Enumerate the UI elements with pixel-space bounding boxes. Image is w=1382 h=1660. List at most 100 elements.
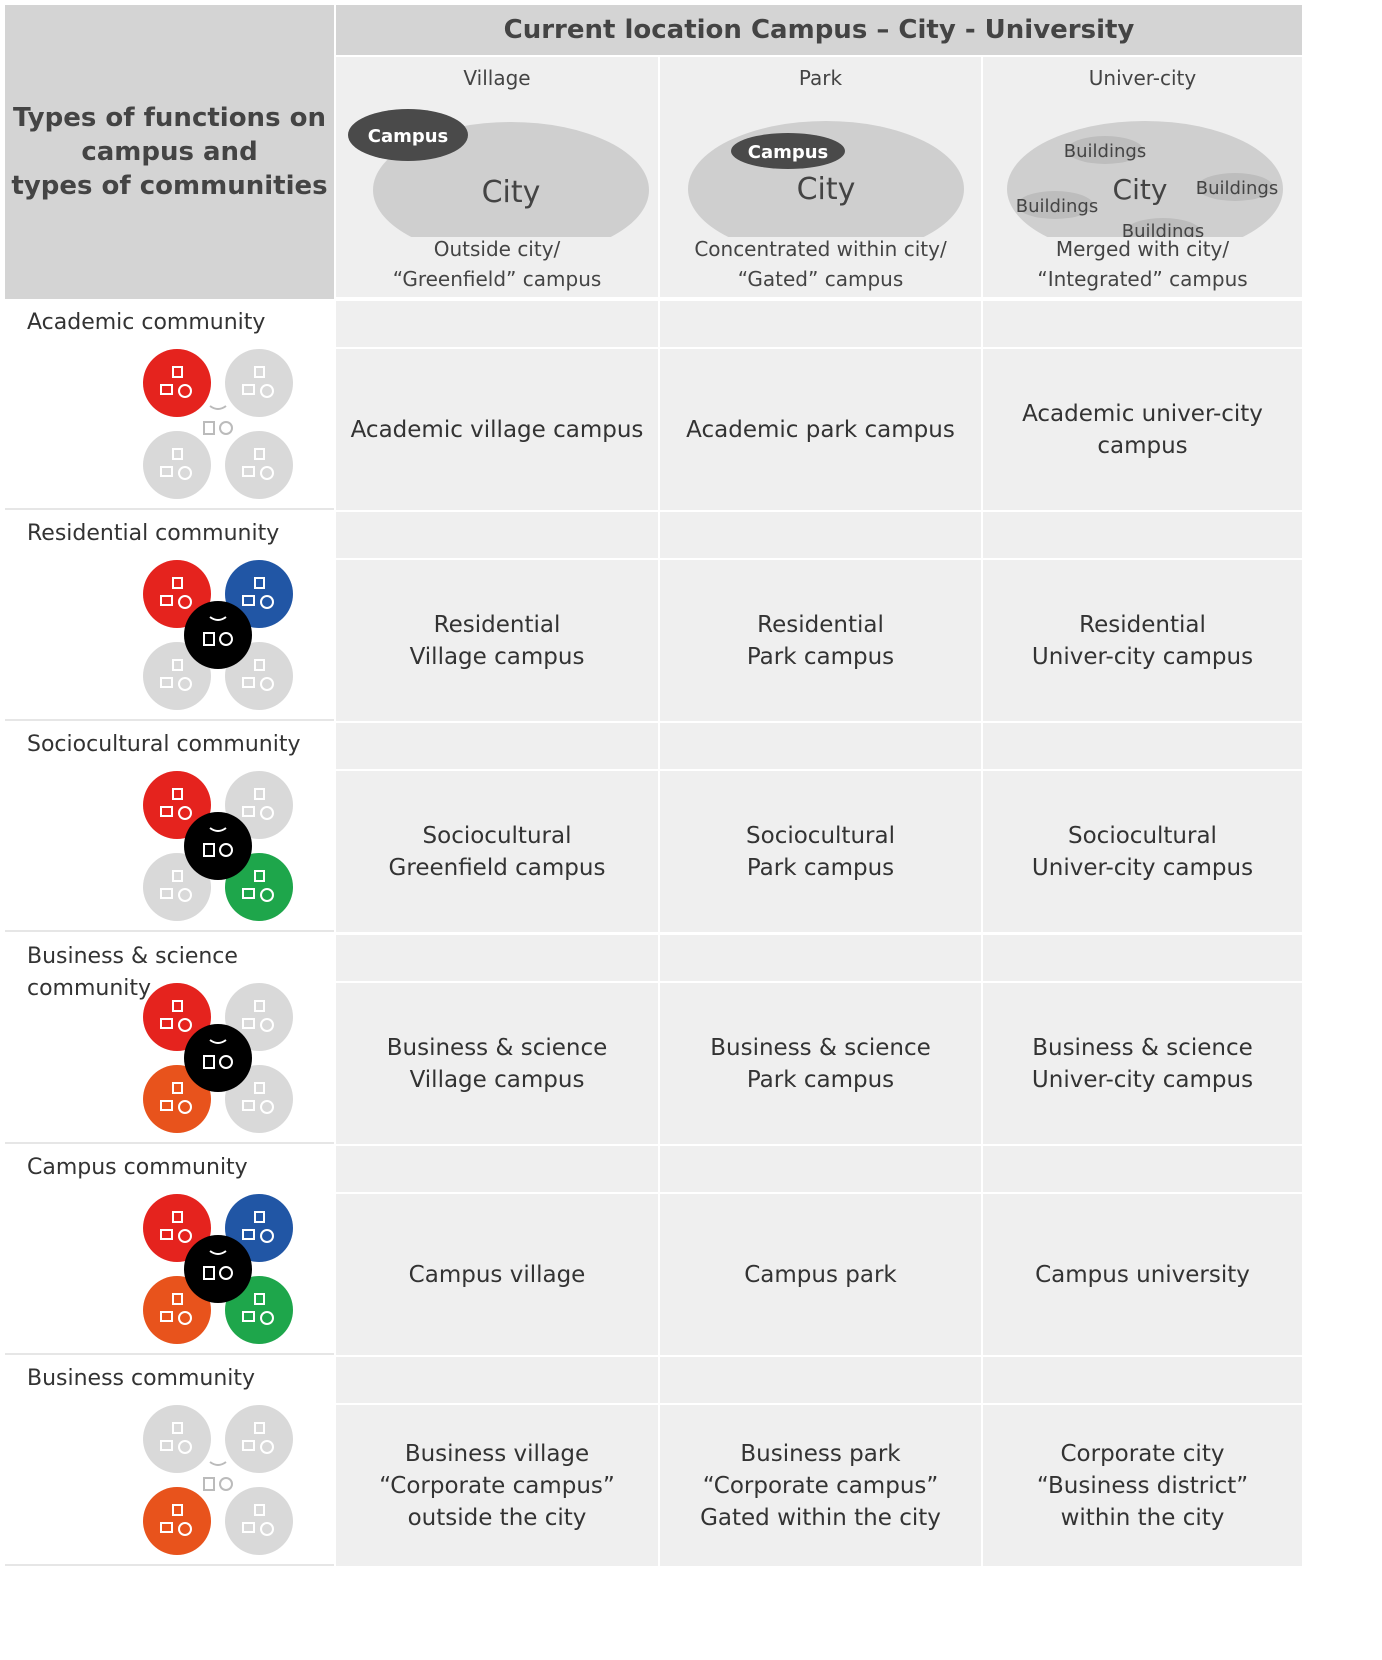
work-icon xyxy=(160,659,192,691)
transport-icon xyxy=(203,405,233,435)
work-function-circle xyxy=(143,431,211,499)
education-function-circle xyxy=(143,349,211,417)
buildings-label: Buildings xyxy=(1064,141,1146,162)
location-diagram: City Campus xyxy=(348,109,649,237)
cell-header-strip xyxy=(336,512,658,558)
transport-icon xyxy=(203,1461,233,1491)
campus-type-cell: Academic park campus xyxy=(660,349,981,510)
cell-header-strip xyxy=(983,1357,1302,1403)
transport-function-circle xyxy=(184,812,252,880)
campus-type-cell: Campus village xyxy=(336,1194,658,1355)
cell-header-strip xyxy=(336,301,658,347)
transport-icon xyxy=(203,616,233,646)
transport-icon xyxy=(203,827,233,857)
campus-type-cell: Academic univer-city campus xyxy=(983,349,1302,510)
campus-type-cell: Business village “Corporate campus” outs… xyxy=(336,1405,658,1566)
community-row-label-cell: Business community xyxy=(5,1357,334,1566)
location-diagram: City Buildings Buildings Buildings Buildings xyxy=(1007,121,1283,237)
community-row-label-cell: Sociocultural community xyxy=(5,723,334,932)
column-name: Univer-city xyxy=(1088,66,1197,90)
campus-type-cell: Business & science Park campus xyxy=(660,983,981,1144)
community-label: Campus community xyxy=(27,1155,248,1180)
column-header-1: Village Outside city/ “Greenfield” campus… xyxy=(336,57,658,297)
community-label: Residential community xyxy=(27,521,280,546)
cell-header-strip xyxy=(983,1146,1302,1192)
community-label: Business community xyxy=(27,1366,256,1391)
column-caption: Merged with city/ “Integrated” campus xyxy=(1037,237,1248,291)
housing-icon xyxy=(242,1211,274,1243)
cell-header-strip xyxy=(983,512,1302,558)
location-diagram: City Campus xyxy=(688,121,964,237)
community-label: Sociocultural community xyxy=(27,732,301,757)
cell-header-strip xyxy=(983,935,1302,981)
city-label: City xyxy=(482,175,541,210)
column-caption: Concentrated within city/ “Gated” campus xyxy=(694,237,947,291)
campus-ellipse xyxy=(731,133,845,169)
function-circles xyxy=(143,983,293,1133)
campus-type-cell: Sociocultural Greenfield campus xyxy=(336,771,658,932)
city-label: City xyxy=(1113,173,1168,206)
work-icon xyxy=(160,448,192,480)
campus-type-cell: Sociocultural Univer-city campus xyxy=(983,771,1302,932)
city-label: City xyxy=(797,172,856,207)
leisure-icon xyxy=(242,1504,274,1536)
buildings-blob xyxy=(1017,191,1093,219)
transport-function-circle xyxy=(184,601,252,669)
cell-header-strip xyxy=(983,723,1302,769)
cell-header-strip xyxy=(660,935,981,981)
column-header-2: Park Concentrated within city/ “Gated” ca… xyxy=(660,57,981,297)
housing-function-circle xyxy=(225,349,293,417)
buildings-label: Buildings xyxy=(1122,221,1204,237)
column-name: Village xyxy=(463,66,531,90)
cell-header-strip xyxy=(983,301,1302,347)
cell-header-strip xyxy=(336,723,658,769)
housing-icon xyxy=(242,366,274,398)
work-icon xyxy=(160,1504,192,1536)
work-icon xyxy=(160,1293,192,1325)
community-row-label-cell: Academic community xyxy=(5,301,334,510)
leisure-icon xyxy=(242,659,274,691)
buildings-blob xyxy=(1197,173,1273,201)
campus-type-cell: Business & science Village campus xyxy=(336,983,658,1144)
campus-type-cell: Residential Village campus xyxy=(336,560,658,721)
campus-type-cell: Residential Park campus xyxy=(660,560,981,721)
community-label: Business & science community xyxy=(27,944,238,1001)
housing-icon xyxy=(242,1422,274,1454)
corner-header: Types of functions on campus and types o… xyxy=(5,5,334,299)
work-icon xyxy=(160,870,192,902)
transport-function-circle xyxy=(184,1024,252,1092)
campus-type-cell: Campus university xyxy=(983,1194,1302,1355)
function-circles xyxy=(143,1194,293,1344)
buildings-blob xyxy=(1125,218,1201,237)
housing-icon xyxy=(242,788,274,820)
buildings-label: Buildings xyxy=(1016,196,1098,217)
cell-header-strip xyxy=(660,512,981,558)
cell-header-strip xyxy=(660,1357,981,1403)
work-icon xyxy=(160,1082,192,1114)
buildings-label: Buildings xyxy=(1196,178,1278,199)
function-circles xyxy=(143,1405,293,1555)
column-name: Park xyxy=(798,66,843,90)
leisure-icon xyxy=(242,870,274,902)
column-header-3: Univer-city Merged with city/ “Integrated… xyxy=(983,57,1302,297)
leisure-function-circle xyxy=(225,431,293,499)
education-icon xyxy=(160,366,192,398)
housing-icon xyxy=(242,577,274,609)
community-row-label-cell: Residential community xyxy=(5,512,334,721)
community-row-label-cell: Campus community xyxy=(5,1146,334,1355)
education-function-circle xyxy=(143,1405,211,1473)
transport-icon xyxy=(203,1039,233,1069)
campus-type-cell: Corporate city “Business district” withi… xyxy=(983,1405,1302,1566)
function-circles xyxy=(143,349,293,499)
campus-type-cell: Business park “Corporate campus” Gated w… xyxy=(660,1405,981,1566)
campus-type-cell: Sociocultural Park campus xyxy=(660,771,981,932)
leisure-function-circle xyxy=(225,1487,293,1555)
education-icon xyxy=(160,577,192,609)
cell-header-strip xyxy=(660,723,981,769)
cell-header-strip xyxy=(336,1357,658,1403)
location-header-title: Current location Campus – City - Univers… xyxy=(503,15,1135,45)
campus-type-cell: Campus park xyxy=(660,1194,981,1355)
leisure-icon xyxy=(242,1293,274,1325)
function-circles xyxy=(143,560,293,710)
education-icon xyxy=(160,1211,192,1243)
